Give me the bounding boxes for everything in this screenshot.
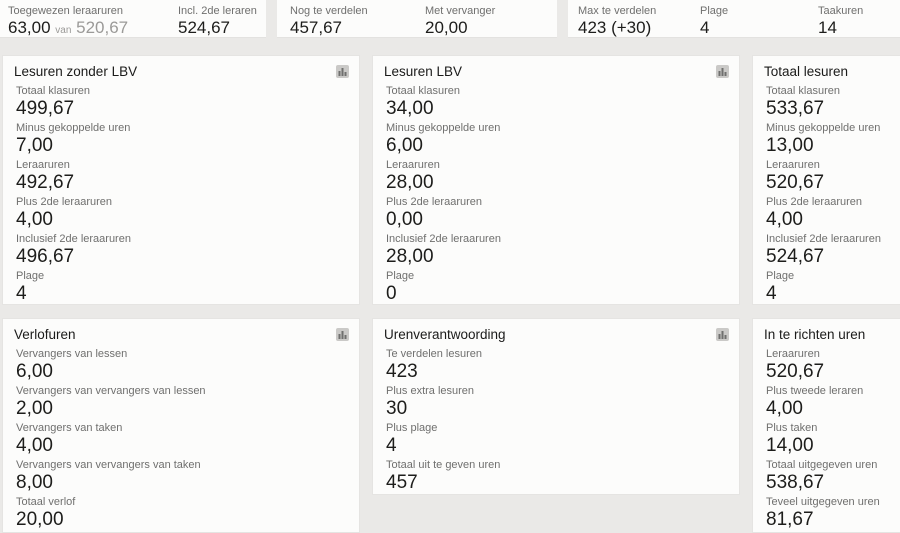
stat-toegewezen-leraaruren: Toegewezen leraaruren 63,00 van 520,67 [8,0,178,41]
stat-label: Taakuren [818,5,864,17]
field-plage: Plage 4 [766,270,795,304]
field-inclusief-2de-leraaruren: Inclusief 2de leraaruren 496,67 [16,233,131,267]
field-totaal-klasuren: Totaal klasuren 34,00 [386,85,460,119]
card-in-te-richten-uren: In te richten uren Leraaruren 520,67 Plus… [752,318,900,533]
stat-label: Plage [700,5,729,17]
field-plage: Plage 4 [16,270,45,304]
field-plus-plage: Plus plage 4 [386,422,438,456]
field-leraaruren: Leraaruren 520,67 [766,348,825,382]
stat-value-of-total: 520,67 [76,18,129,37]
field-leraaruren: Leraaruren 28,00 [386,159,440,193]
card-title: Lesuren LBV [384,64,463,79]
stat-label: Met vervanger [425,5,496,17]
field-plus-2de-leraaruren: Plus 2de leraaruren 4,00 [766,196,863,230]
stat-max-te-verdelen: Max te verdelen 423 (+30) [578,0,700,38]
field-plage: Plage 0 [386,270,415,304]
field-totaal-uitgegeven-uren: Totaal uitgegeven uren 538,67 [766,459,878,493]
field-totaal-verlof: Totaal verlof 20,00 [16,496,76,530]
topbar-group-1: Toegewezen leraaruren 63,00 van 520,67 I… [0,0,266,38]
field-minus-gekoppelde-uren: Minus gekoppelde uren 13,00 [766,122,881,156]
bar-chart-icon[interactable] [716,328,729,341]
bar-chart-icon[interactable] [336,65,349,78]
stat-value: 4 [700,18,710,37]
stat-taakuren: Taakuren 14 [818,0,863,38]
field-plus-2de-leraaruren: Plus 2de leraaruren 4,00 [16,196,113,230]
field-plus-extra-lesuren: Plus extra lesuren 30 [386,385,475,419]
stat-value-main: 63,00 [8,18,51,37]
field-minus-gekoppelde-uren: Minus gekoppelde uren 7,00 [16,122,131,156]
field-vervangers-van-vervangers-van-taken: Vervangers van vervangers van taken 8,00 [16,459,201,493]
field-inclusief-2de-leraaruren: Inclusief 2de leraaruren 524,67 [766,233,881,267]
field-totaal-klasuren: Totaal klasuren 499,67 [16,85,90,119]
card-title: Urenverantwoording [384,327,506,342]
card-title: In te richten uren [764,327,866,342]
field-vervangers-van-lessen: Vervangers van lessen 6,00 [16,348,128,382]
topbar-group-3: Max te verdelen 423 (+30) Plage 4 Taakur… [568,0,900,38]
card-title: Totaal lesuren [764,64,849,79]
field-leraaruren: Leraaruren 492,67 [16,159,75,193]
field-inclusief-2de-leraaruren: Inclusief 2de leraaruren 28,00 [386,233,501,267]
stat-incl-2de-leraren: Incl. 2de leraren 524,67 [178,0,257,38]
field-minus-gekoppelde-uren: Minus gekoppelde uren 6,00 [386,122,501,156]
stat-label: Nog te verdelen [290,5,368,17]
card-lesuren-lbv: Lesuren LBV Totaal klasuren 34,00 Minus g… [372,55,740,305]
stat-label: Toegewezen leraaruren [8,5,123,17]
stat-value: 63,00 van 520,67 [8,18,178,41]
stat-label: Incl. 2de leraren [178,5,257,17]
stat-value: 423 (+30) [578,18,652,37]
bar-chart-icon[interactable] [716,65,729,78]
card-title: Lesuren zonder LBV [14,64,138,79]
stat-value: 524,67 [178,18,230,37]
stat-label: Max te verdelen [578,5,657,17]
field-vervangers-van-vervangers-van-lessen: Vervangers van vervangers van lessen 2,00 [16,385,206,419]
stat-value: 457,67 [290,18,342,37]
card-urenverantwoording: Urenverantwoording Te verdelen lesuren 42… [372,318,740,495]
card-verlofuren: Verlofuren Vervangers van lessen 6,00 Ver… [2,318,360,533]
stat-value: 20,00 [425,18,468,37]
field-leraaruren: Leraaruren 520,67 [766,159,825,193]
stat-plage: Plage 4 [700,0,818,38]
field-teveel-uitgegeven-uren: Teveel uitgegeven uren 81,67 [766,496,880,530]
card-title: Verlofuren [14,327,76,342]
field-vervangers-van-taken: Vervangers van taken 4,00 [16,422,123,456]
field-plus-tweede-leraren: Plus tweede leraren 4,00 [766,385,864,419]
stat-value-of-word: van [55,25,72,36]
stat-value: 14 [818,18,837,37]
topbar-group-2: Nog te verdelen 457,67 Met vervanger 20,… [277,0,557,38]
stat-met-vervanger: Met vervanger 20,00 [425,0,495,38]
card-totaal-lesuren: Totaal lesuren Totaal klasuren 533,67 Min… [752,55,900,305]
field-plus-taken: Plus taken 14,00 [766,422,818,456]
field-te-verdelen-lesuren: Te verdelen lesuren 423 [386,348,483,382]
card-lesuren-zonder-lbv: Lesuren zonder LBV Totaal klasuren 499,67… [2,55,360,305]
field-totaal-klasuren: Totaal klasuren 533,67 [766,85,840,119]
field-plus-2de-leraaruren: Plus 2de leraaruren 0,00 [386,196,483,230]
stat-nog-te-verdelen: Nog te verdelen 457,67 [290,0,425,38]
field-totaal-uit-te-geven-uren: Totaal uit te geven uren 457 [386,459,501,493]
bar-chart-icon[interactable] [336,328,349,341]
